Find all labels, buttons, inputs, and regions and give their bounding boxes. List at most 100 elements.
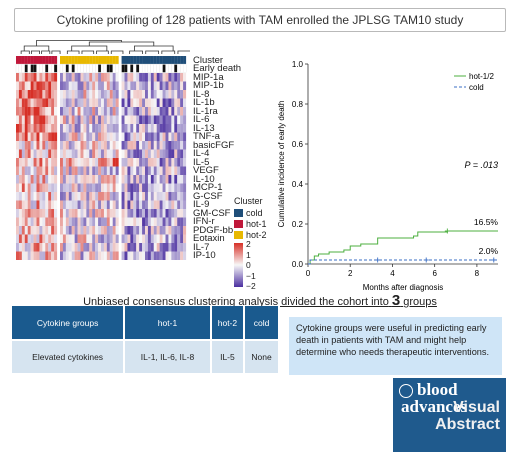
heatmap-cell — [147, 175, 151, 184]
cluster-cell — [103, 56, 107, 64]
heatmap-cell — [153, 200, 157, 209]
heatmap-cell — [21, 149, 25, 158]
heatmap-cell — [127, 107, 131, 116]
heatmap-cell — [65, 107, 69, 116]
heatmap-cell — [71, 81, 75, 90]
heatmap-cell — [153, 192, 157, 201]
heatmap-cell — [147, 132, 151, 141]
heatmap-cell — [101, 141, 105, 150]
heatmap-cell — [74, 251, 78, 260]
heatmap-cell — [36, 90, 40, 99]
heatmap-cell — [30, 115, 34, 124]
heatmap-cell — [150, 166, 154, 175]
heatmap-cell — [74, 200, 78, 209]
heatmap-cell — [74, 132, 78, 141]
heatmap-cell — [36, 166, 40, 175]
heatmap-cell — [106, 141, 110, 150]
heatmap-row-label: MIP-1b — [193, 80, 224, 91]
y-tick-label: 1.0 — [292, 60, 304, 69]
heatmap-cell — [145, 226, 149, 235]
page-title: Cytokine profiling of 128 patients with … — [56, 13, 464, 27]
heatmap-cell — [65, 158, 69, 167]
heatmap-cell — [39, 141, 43, 150]
heatmap-cell — [39, 192, 43, 201]
heatmap-cell — [112, 217, 116, 226]
cluster-cell — [165, 56, 169, 64]
heatmap-cell — [74, 243, 78, 252]
heatmap-cell — [71, 166, 75, 175]
heatmap-cell — [83, 175, 87, 184]
heatmap-cell — [115, 132, 119, 141]
heatmap-cell — [121, 217, 125, 226]
heatmap-cell — [68, 149, 72, 158]
heatmap-cell — [136, 115, 140, 124]
heatmap-cell — [51, 158, 55, 167]
heatmap-cell — [127, 226, 131, 235]
conclusion-box: Cytokine groups were useful in predictin… — [289, 317, 502, 375]
early-death-cell — [92, 64, 96, 73]
heatmap-cell — [103, 90, 107, 99]
heatmap-cell — [16, 200, 20, 209]
heatmap-cell — [159, 98, 163, 107]
table-cell: IL-5 — [210, 340, 246, 373]
heatmap-cell — [92, 234, 96, 243]
heatmap-cell — [33, 217, 37, 226]
heatmap-cell — [127, 217, 131, 226]
heatmap-cell — [156, 107, 160, 116]
heatmap-cell — [65, 90, 69, 99]
heatmap-cell — [127, 149, 131, 158]
heatmap-cell — [171, 124, 175, 133]
heatmap-cell — [106, 149, 110, 158]
heatmap-cell — [142, 192, 146, 201]
heatmap-cell — [142, 115, 146, 124]
heatmap-cell — [80, 226, 84, 235]
heatmap-row-label: IL-6 — [193, 114, 210, 125]
heatmap-cell — [45, 226, 49, 235]
heatmap-cell — [21, 226, 25, 235]
heatmap-cell — [130, 81, 134, 90]
heatmap-cell — [62, 192, 66, 201]
heatmap-cell — [60, 132, 64, 141]
heatmap-cell — [77, 251, 81, 260]
heatmap-cell — [139, 81, 143, 90]
heatmap-cell — [92, 73, 96, 82]
heatmap-cell — [92, 115, 96, 124]
early-death-cell — [71, 64, 75, 73]
heatmap-cell — [174, 107, 178, 116]
heatmap-cell — [51, 98, 55, 107]
heatmap-cell — [71, 90, 75, 99]
heatmap-cell — [183, 209, 187, 218]
heatmap-cell — [16, 107, 20, 116]
cumulative-incidence-chart: 0.0 0.2 0.4 0.6 0.8 1.0 0 2 4 6 8 Months after diag… — [277, 60, 498, 292]
heatmap-cell — [36, 158, 40, 167]
heatmap-cell — [92, 98, 96, 107]
heatmap-cell — [177, 234, 181, 243]
heatmap-cell — [36, 141, 40, 150]
heatmap-cell — [89, 107, 93, 116]
heatmap-cell — [16, 217, 20, 226]
heatmap-cell — [130, 98, 134, 107]
heatmap-cell — [60, 98, 64, 107]
heatmap-cell — [62, 217, 66, 226]
heatmap-cell — [145, 90, 149, 99]
heatmap-cell — [89, 124, 93, 133]
heatmap-cell — [54, 132, 58, 141]
table-header: hot-2 — [210, 306, 246, 341]
heatmap-cell — [121, 115, 125, 124]
heatmap-cell — [27, 251, 31, 260]
heatmap-cell — [156, 209, 160, 218]
early-death-cell — [115, 64, 119, 73]
heatmap-cell — [51, 251, 55, 260]
heatmap-cell — [139, 183, 143, 192]
heatmap-cell — [18, 226, 22, 235]
dendrogram-branch — [30, 50, 40, 54]
heatmap-cell — [60, 251, 64, 260]
heatmap-cell — [77, 200, 81, 209]
heatmap-cell — [83, 141, 87, 150]
heatmap-cell — [168, 158, 172, 167]
logo-blood: blood — [417, 380, 458, 399]
heatmap-cell — [60, 124, 64, 133]
heatmap-cell — [24, 90, 28, 99]
heatmap-cell — [136, 183, 140, 192]
heatmap-cell — [106, 124, 110, 133]
